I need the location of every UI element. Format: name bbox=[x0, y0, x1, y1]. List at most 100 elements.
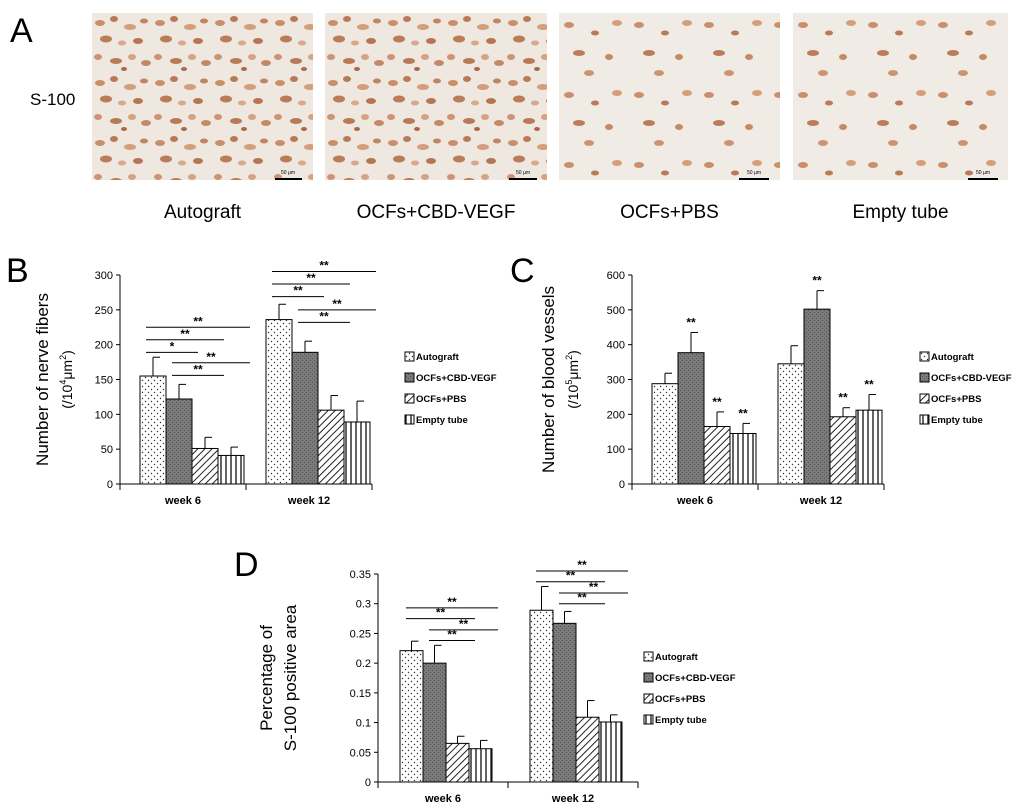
bar bbox=[191, 447, 219, 485]
scale-bar-label: 50 µm bbox=[747, 170, 761, 176]
y-axis-title: Number of nerve fibers (/104μm2) bbox=[33, 293, 75, 466]
significance-label: ** bbox=[306, 271, 316, 285]
significance-label: ** bbox=[686, 315, 696, 329]
bar bbox=[422, 662, 447, 783]
legend-swatch bbox=[404, 393, 415, 404]
bar bbox=[139, 375, 167, 485]
significance-label: ** bbox=[193, 362, 203, 376]
caption-autograft: Autograft bbox=[163, 202, 242, 223]
y-tick-label: 0.1 bbox=[356, 718, 371, 730]
bar bbox=[855, 409, 883, 485]
significance-label: ** bbox=[459, 617, 469, 631]
micrograph-autograft: 50 µm bbox=[92, 13, 313, 180]
bar bbox=[265, 319, 293, 485]
legend-swatch bbox=[919, 372, 930, 383]
y-tick-label: 100 bbox=[607, 444, 625, 456]
significance-label: ** bbox=[319, 259, 329, 273]
significance-label: ** bbox=[319, 309, 329, 323]
y-axis-unit: (/105μm2) bbox=[564, 350, 581, 409]
y-tick-label: 250 bbox=[95, 305, 113, 317]
significance-label: ** bbox=[577, 558, 587, 572]
bar bbox=[575, 716, 600, 783]
bar bbox=[552, 622, 577, 783]
caption-ocfs-cbd-vegf: OCFs+CBD-VEGF bbox=[356, 202, 516, 223]
y-axis-title: Percentage of S-100 positive area bbox=[257, 604, 300, 751]
significance-label: ** bbox=[589, 580, 599, 594]
y-tick-label: 200 bbox=[95, 340, 113, 352]
scale-bar-label: 50 µm bbox=[516, 170, 530, 176]
significance-label: ** bbox=[436, 606, 446, 620]
significance-label: * bbox=[170, 339, 175, 353]
bar bbox=[651, 383, 679, 485]
significance-label: ** bbox=[206, 350, 216, 364]
chart-s100-area: 0 0.05 0.1 0.15 0.2 0.25 0.3 0.35 week 6 week 12 *… bbox=[257, 558, 736, 805]
caption-ocfs-pbs: OCFs+PBS bbox=[620, 202, 719, 223]
bar bbox=[291, 351, 319, 485]
chart-blood-vessels: 0 100 200 300 400 500 600 week 6 week 12 ** ** ** **… bbox=[539, 270, 1012, 507]
micrograph-ocfs-cbd-vegf: 50 µm bbox=[325, 13, 547, 180]
legend-label: Autograft bbox=[931, 352, 975, 363]
legend-label: OCFs+CBD-VEGF bbox=[655, 673, 736, 684]
y-tick-label: 400 bbox=[607, 340, 625, 352]
bar bbox=[165, 398, 193, 485]
y-tick-label: 0 bbox=[107, 479, 113, 491]
legend-swatch bbox=[919, 351, 930, 362]
y-tick-label: 0.25 bbox=[350, 628, 371, 640]
significance-label: ** bbox=[193, 314, 203, 328]
significance-label: ** bbox=[180, 327, 190, 341]
y-axis-title: Number of blood vessels (/105μm2) bbox=[539, 286, 581, 473]
significance-label: ** bbox=[332, 297, 342, 311]
row-label-s100: S-100 bbox=[30, 90, 76, 109]
legend-label: OCFs+PBS bbox=[416, 394, 466, 405]
category-label: week 6 bbox=[424, 793, 461, 805]
legend-label: Empty tube bbox=[655, 715, 707, 726]
panel-c-letter: C bbox=[510, 252, 535, 290]
bar bbox=[729, 432, 757, 485]
y-tick-label: 0.15 bbox=[350, 688, 371, 700]
y-tick-label: 0.35 bbox=[350, 569, 371, 581]
bar bbox=[777, 363, 805, 485]
y-tick-label: 0.3 bbox=[356, 599, 371, 611]
y-tick-label: 600 bbox=[607, 270, 625, 282]
legend-swatch bbox=[919, 414, 930, 425]
scale-bar-label: 50 µm bbox=[281, 170, 295, 176]
panel-a-letter: A bbox=[10, 12, 33, 50]
y-tick-label: 0.05 bbox=[350, 747, 371, 759]
legend-swatch bbox=[919, 393, 930, 404]
panel-d-letter: D bbox=[234, 546, 259, 584]
bar bbox=[598, 721, 623, 783]
y-axis-unit: S-100 positive area bbox=[281, 604, 300, 751]
legend-swatch bbox=[643, 672, 654, 683]
significance-label: ** bbox=[864, 377, 874, 391]
bar bbox=[703, 426, 731, 485]
category-label: week 12 bbox=[287, 495, 330, 507]
legend-label: OCFs+PBS bbox=[931, 394, 981, 405]
significance-label: ** bbox=[447, 628, 457, 642]
y-tick-label: 0.2 bbox=[356, 658, 371, 670]
significance-label: ** bbox=[838, 391, 848, 405]
legend-label: Empty tube bbox=[416, 415, 468, 426]
micrograph-ocfs-pbs: 50 µm bbox=[559, 13, 780, 180]
y-axis-label: Number of blood vessels bbox=[539, 286, 558, 473]
y-tick-label: 100 bbox=[95, 409, 113, 421]
bar bbox=[677, 352, 705, 485]
bar bbox=[445, 742, 470, 783]
legend-label: OCFs+PBS bbox=[655, 694, 705, 705]
caption-empty-tube: Empty tube bbox=[852, 202, 949, 223]
bar bbox=[217, 454, 245, 485]
bar bbox=[343, 421, 371, 485]
scale-bar-label: 50 µm bbox=[976, 170, 990, 176]
significance-label: ** bbox=[738, 406, 748, 420]
legend-label: OCFs+CBD-VEGF bbox=[416, 373, 497, 384]
legend-swatch bbox=[643, 651, 654, 662]
y-tick-label: 50 bbox=[101, 444, 113, 456]
bar bbox=[468, 748, 493, 783]
y-axis-label: Number of nerve fibers bbox=[33, 293, 52, 466]
significance-label: ** bbox=[712, 395, 722, 409]
category-label: week 12 bbox=[551, 793, 594, 805]
significance-label: ** bbox=[577, 591, 587, 605]
y-axis-unit: (/104μm2) bbox=[58, 350, 75, 409]
significance-label: ** bbox=[812, 274, 822, 288]
y-axis-label: Percentage of bbox=[257, 625, 276, 731]
panel-b-letter: B bbox=[6, 252, 29, 290]
